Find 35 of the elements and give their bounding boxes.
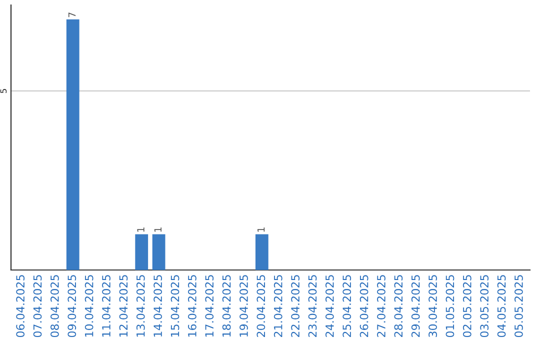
x-tick-label: 26.04.2025 — [360, 275, 368, 337]
x-tick-label: 10.04.2025 — [84, 275, 94, 337]
x-tick-label: 01.05.2025 — [446, 275, 454, 338]
x-tick-label: 07.04.2025 — [33, 275, 42, 338]
y-tick-label: 5 — [0, 89, 7, 93]
x-tick-label: 14.04.2025 — [154, 275, 162, 337]
x-tick-label: 28.04.2025 — [394, 275, 403, 337]
x-tick-label: 20.04.2025 — [256, 275, 266, 337]
x-tick-label: 02.05.2025 — [462, 275, 472, 338]
x-tick-label: 04.05.2025 — [497, 275, 506, 338]
x-tick-label: 30.04.2025 — [428, 275, 437, 337]
data-label: 1 — [154, 228, 162, 232]
x-tick-label: 05.05.2025 — [514, 275, 523, 338]
x-tick-label: 03.05.2025 — [480, 275, 489, 338]
data-label: 1 — [258, 228, 265, 232]
x-tick-label: 25.04.2025 — [342, 275, 352, 337]
x-tick-label: 06.04.2025 — [16, 275, 25, 338]
x-tick-label: 11.04.2025 — [102, 275, 110, 337]
x-tick-label: 29.04.2025 — [411, 275, 420, 337]
x-tick-label: 21.04.2025 — [274, 275, 282, 337]
x-tick-label: 18.04.2025 — [222, 275, 231, 337]
x-tick-label: 19.04.2025 — [240, 275, 248, 337]
x-tick-label: 13.04.2025 — [136, 275, 145, 337]
x-tick-label: 08.04.2025 — [50, 275, 59, 338]
x-tick-label: 23.04.2025 — [308, 275, 317, 337]
data-label: 7 — [68, 12, 76, 18]
x-tick-label: 27.04.2025 — [377, 275, 386, 337]
x-tick-label: 17.04.2025 — [205, 275, 214, 337]
x-tick-label: 15.04.2025 — [170, 275, 180, 337]
x-tick-label: 09.04.2025 — [68, 275, 76, 338]
x-tick-label: 16.04.2025 — [188, 275, 196, 337]
x-tick-label: 22.04.2025 — [291, 275, 300, 337]
data-label: 1 — [137, 228, 144, 232]
x-tick-label: 24.04.2025 — [325, 275, 334, 337]
x-tick-label: 12.04.2025 — [119, 275, 128, 337]
